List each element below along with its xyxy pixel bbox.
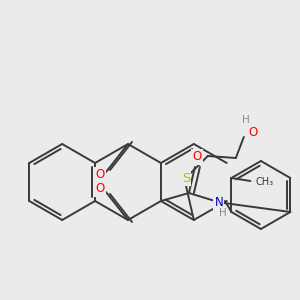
Text: H: H (219, 208, 227, 218)
Text: O: O (248, 125, 257, 139)
Text: H: H (242, 115, 250, 125)
Text: O: O (192, 151, 202, 164)
Text: O: O (95, 169, 105, 182)
Text: N: N (214, 196, 223, 209)
Text: O: O (95, 182, 105, 196)
Text: CH₃: CH₃ (256, 177, 274, 187)
Text: S: S (182, 172, 190, 184)
